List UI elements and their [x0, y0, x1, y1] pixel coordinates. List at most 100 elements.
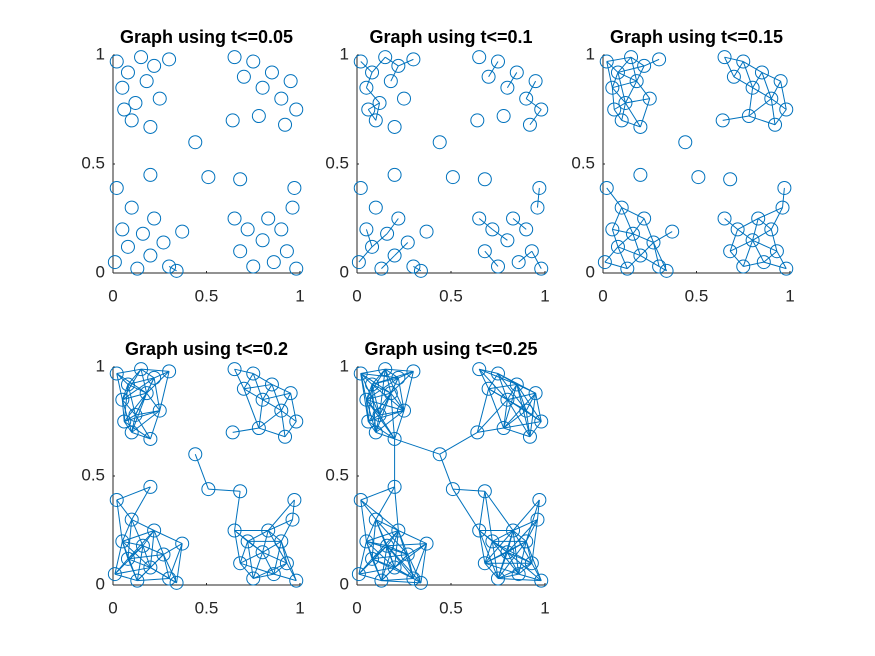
- edge: [742, 240, 754, 267]
- edge: [617, 72, 626, 104]
- edge: [114, 541, 123, 575]
- node: [485, 222, 500, 237]
- node: [769, 244, 784, 259]
- edge: [653, 231, 673, 243]
- edge: [360, 499, 377, 520]
- node: [717, 211, 732, 226]
- node: [496, 421, 511, 436]
- edge: [743, 261, 764, 267]
- edge: [770, 229, 778, 252]
- edge: [771, 98, 787, 110]
- node: [236, 69, 251, 84]
- edge: [621, 207, 645, 219]
- node: [261, 523, 276, 538]
- node: [233, 556, 248, 571]
- edge: [484, 490, 514, 531]
- node: [751, 211, 766, 226]
- subplot-title: Graph using t<=0.05: [120, 27, 293, 47]
- edge: [234, 368, 245, 390]
- edge: [492, 228, 508, 241]
- edge: [752, 240, 765, 263]
- edge: [529, 109, 542, 126]
- node: [147, 523, 162, 538]
- edge: [380, 545, 388, 581]
- edge: [394, 438, 440, 455]
- node: [135, 538, 150, 553]
- edge: [127, 377, 155, 385]
- edge: [770, 207, 783, 230]
- edge: [258, 399, 264, 429]
- edge: [127, 553, 164, 560]
- edge: [752, 87, 772, 100]
- edge: [268, 519, 293, 531]
- edge: [724, 218, 738, 230]
- node: [400, 547, 415, 562]
- node: [227, 523, 242, 538]
- edge: [122, 540, 144, 547]
- edge: [476, 399, 508, 433]
- node: [353, 366, 368, 381]
- node: [777, 180, 792, 195]
- edge: [478, 218, 493, 230]
- edge: [116, 486, 151, 501]
- edge: [488, 373, 499, 390]
- node: [500, 233, 515, 248]
- edge: [780, 81, 787, 110]
- x-tick-label: 0: [598, 286, 607, 305]
- node: [152, 91, 167, 106]
- node: [614, 113, 629, 128]
- edge: [267, 530, 282, 542]
- edge: [371, 56, 386, 73]
- edge: [525, 541, 542, 581]
- edge: [733, 61, 744, 78]
- node: [109, 54, 124, 69]
- node: [730, 222, 745, 237]
- edge: [535, 393, 542, 422]
- edge: [153, 530, 164, 555]
- node: [665, 224, 680, 239]
- node: [717, 50, 732, 65]
- edge: [149, 410, 161, 440]
- edge: [407, 554, 422, 584]
- node: [120, 377, 135, 392]
- edge: [761, 72, 772, 99]
- edge: [262, 399, 282, 412]
- subplot-title: Graph using t<=0.25: [364, 339, 537, 359]
- node: [289, 414, 304, 429]
- node: [139, 386, 154, 401]
- edge: [606, 56, 632, 63]
- node: [624, 50, 639, 65]
- edge: [518, 562, 533, 575]
- node: [652, 52, 667, 67]
- node: [130, 573, 145, 588]
- node: [351, 567, 366, 582]
- edge: [366, 87, 380, 104]
- node: [274, 403, 289, 418]
- subplot: 0 0.5 1 0 0.5 1 Graph using t<=0.15: [571, 27, 794, 306]
- node: [481, 69, 496, 84]
- node: [378, 50, 393, 65]
- node: [283, 74, 298, 89]
- edge: [617, 65, 645, 73]
- edge: [358, 573, 382, 582]
- node: [633, 119, 648, 134]
- y-tick-label: 0.5: [571, 153, 595, 172]
- node: [124, 113, 139, 128]
- node: [519, 534, 534, 549]
- edge: [452, 488, 485, 492]
- edge: [271, 383, 291, 394]
- node: [368, 113, 383, 128]
- node: [756, 255, 771, 270]
- edge: [529, 421, 542, 438]
- node: [387, 248, 402, 263]
- node: [147, 370, 162, 385]
- edge: [506, 384, 518, 400]
- edge: [168, 266, 177, 272]
- edge: [503, 384, 518, 429]
- node: [397, 403, 411, 418]
- edge: [365, 229, 373, 247]
- node: [233, 244, 248, 259]
- edge: [239, 562, 254, 579]
- edge: [503, 410, 527, 429]
- edge: [375, 519, 399, 531]
